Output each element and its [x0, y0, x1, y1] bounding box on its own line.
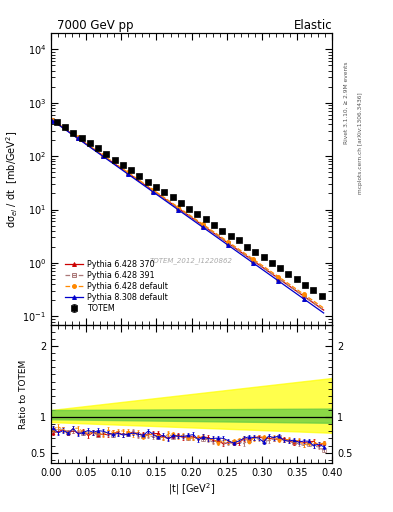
Pythia 6.428 default — [100, 152, 105, 158]
Pythia 6.428 370 — [100, 153, 105, 159]
Pythia 6.428 370 — [291, 286, 296, 292]
Pythia 8.308 default — [321, 310, 326, 316]
Y-axis label: Ratio to TOTEM: Ratio to TOTEM — [19, 359, 28, 429]
Pythia 6.428 default — [316, 302, 321, 308]
Pythia 6.428 391 — [321, 307, 326, 313]
Pythia 6.428 default — [151, 186, 155, 193]
Pythia 6.428 391 — [80, 138, 85, 144]
Pythia 6.428 default — [116, 162, 120, 168]
Pythia 6.428 391 — [316, 304, 321, 310]
Pythia 8.308 default — [100, 153, 105, 159]
Pythia 6.428 391 — [100, 153, 105, 159]
Pythia 8.308 default — [316, 306, 321, 312]
Pythia 6.428 391 — [291, 286, 296, 292]
Pythia 6.428 370 — [50, 117, 55, 123]
Pythia 6.428 391 — [151, 187, 155, 194]
Pythia 6.428 370 — [80, 138, 85, 144]
Pythia 6.428 default — [291, 284, 296, 290]
Pythia 8.308 default — [291, 289, 296, 295]
Text: TOTEM_2012_I1220862: TOTEM_2012_I1220862 — [150, 257, 233, 264]
Pythia 6.428 391 — [116, 163, 120, 169]
Pythia 6.428 default — [321, 305, 326, 311]
Pythia 8.308 default — [50, 117, 55, 123]
Legend: Pythia 6.428 370, Pythia 6.428 391, Pythia 6.428 default, Pythia 8.308 default, : Pythia 6.428 370, Pythia 6.428 391, Pyth… — [64, 259, 169, 315]
Text: Rivet 3.1.10, ≥ 2.9M events: Rivet 3.1.10, ≥ 2.9M events — [344, 61, 349, 144]
Line: Pythia 6.428 391: Pythia 6.428 391 — [51, 118, 325, 312]
X-axis label: |t| [GeV$^2$]: |t| [GeV$^2$] — [168, 481, 215, 497]
Text: Elastic: Elastic — [294, 19, 332, 32]
Pythia 8.308 default — [80, 139, 85, 145]
Pythia 6.428 default — [50, 117, 55, 123]
Pythia 6.428 370 — [116, 163, 120, 169]
Y-axis label: dσ$_{el}$ / dt  [mb/GeV$^2$]: dσ$_{el}$ / dt [mb/GeV$^2$] — [4, 130, 20, 228]
Line: Pythia 6.428 370: Pythia 6.428 370 — [51, 118, 325, 312]
Pythia 6.428 370 — [321, 307, 326, 313]
Line: Pythia 6.428 default: Pythia 6.428 default — [51, 118, 325, 310]
Text: mcplots.cern.ch [arXiv:1306.3436]: mcplots.cern.ch [arXiv:1306.3436] — [358, 92, 364, 194]
Pythia 6.428 391 — [50, 117, 55, 123]
Pythia 8.308 default — [116, 164, 120, 170]
Pythia 6.428 370 — [151, 187, 155, 194]
Pythia 6.428 370 — [316, 304, 321, 310]
Line: Pythia 8.308 default: Pythia 8.308 default — [51, 119, 325, 315]
Pythia 8.308 default — [151, 189, 155, 195]
Pythia 6.428 default — [80, 138, 85, 144]
Text: 7000 GeV pp: 7000 GeV pp — [57, 19, 133, 32]
